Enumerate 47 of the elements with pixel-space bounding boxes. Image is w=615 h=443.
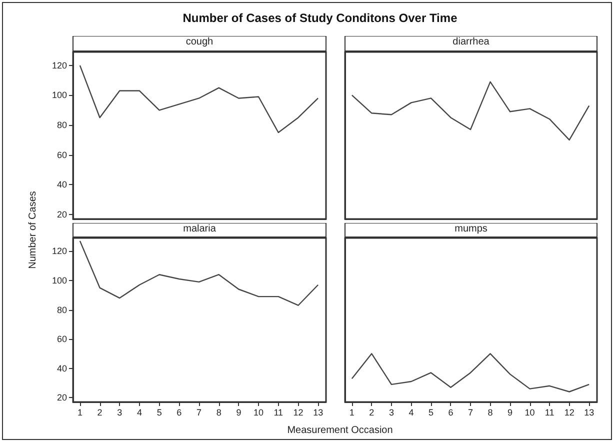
- x-tick-label: 3: [117, 408, 122, 418]
- text: Number of Cases of Study Conditons Over Time: [182, 11, 458, 25]
- x-tick-label: 2: [369, 408, 374, 418]
- chart-title: cough: [186, 36, 214, 48]
- line-series: [79, 64, 319, 134]
- x-tick-label: 12: [564, 408, 574, 418]
- chart-title: malaria: [183, 224, 216, 234]
- line-series: [79, 240, 319, 306]
- y-tick-label: 60: [56, 334, 67, 344]
- x-tick-label: 7: [196, 408, 202, 418]
- y-tick-label: 120: [52, 60, 67, 70]
- y-tick-label: 80: [56, 304, 67, 315]
- x-tick-label: 9: [236, 408, 242, 418]
- x-tick-label: 8: [488, 408, 493, 418]
- y-tick-label: 60: [56, 150, 67, 160]
- x-tick-label: 6: [448, 408, 454, 418]
- y-axis-title: Number of Cases: [28, 191, 38, 269]
- x-tick-label: 8: [216, 408, 222, 418]
- y-tick-label: 100: [52, 90, 67, 100]
- y-tick-label: 20: [56, 392, 67, 403]
- y-tick-label: 100: [52, 275, 67, 286]
- x-tick-label: 9: [508, 408, 513, 418]
- x-tick-label: 2: [97, 408, 102, 418]
- x-tick-label: 5: [156, 408, 162, 418]
- x-tick-label: 11: [544, 408, 554, 418]
- chart-title: mumps: [454, 224, 488, 234]
- chart-title: diarrhea: [452, 36, 490, 48]
- x-tick-label: 4: [136, 408, 142, 418]
- x-tick-label: 11: [274, 408, 284, 418]
- x-tick-label: 12: [293, 408, 304, 418]
- x-tick-label: 4: [408, 408, 414, 418]
- x-tick-label: 5: [428, 408, 434, 418]
- x-tick-label: 3: [388, 408, 394, 418]
- x-tick-label: 10: [254, 408, 264, 418]
- y-tick-label: 20: [56, 210, 67, 220]
- x-tick-label: 13: [584, 408, 594, 418]
- x-tick-label: 7: [468, 408, 474, 418]
- x-tick-label: 6: [176, 408, 182, 418]
- x-tick-label: 1: [349, 408, 354, 418]
- y-tick-label: 120: [52, 246, 67, 256]
- x-tick-label: 13: [313, 408, 324, 418]
- x-axis-title: Measurement Occasion: [286, 425, 394, 436]
- x-tick-label: 1: [77, 408, 82, 418]
- y-tick-label: 80: [56, 120, 67, 130]
- y-tick-label: 40: [56, 363, 67, 374]
- x-tick-label: 10: [524, 408, 535, 418]
- y-tick-label: 40: [56, 180, 67, 190]
